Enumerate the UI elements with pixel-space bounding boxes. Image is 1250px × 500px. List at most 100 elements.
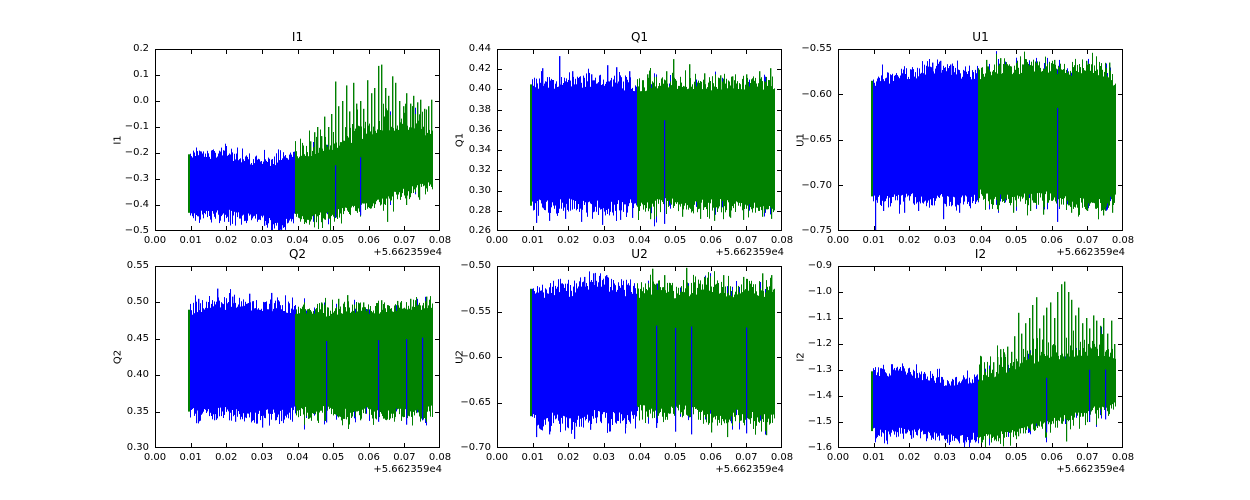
y-tick-label: 0.50 — [126, 296, 149, 308]
subplot-i2-canvas — [838, 266, 1123, 448]
x-tick-label: 0.04 — [969, 235, 992, 246]
x-tick-label: 0.03 — [592, 452, 616, 463]
x-tick-label: 0.02 — [898, 235, 921, 246]
subplot-q1-title: Q1 — [630, 30, 649, 44]
y-tick-label: −0.65 — [460, 396, 491, 408]
y-tick-label: −1.3 — [807, 364, 832, 375]
x-tick-label: 0.07 — [393, 452, 416, 463]
x-tick-label: 0.07 — [735, 235, 758, 246]
y-tick-label: 0.30 — [126, 442, 149, 453]
subplot-i2-ylabel: I2 — [795, 352, 807, 362]
subplot-i2: I2 I2 +5.662359e4 −0.9 −1.0 −1.1 −1.2 −1.3 −1… — [796, 248, 1135, 475]
subplot-u1-canvas — [838, 49, 1123, 231]
x-tick-label: 0.00 — [826, 235, 850, 246]
x-tick-label: 0.03 — [250, 452, 274, 463]
y-tick-label: −0.5 — [124, 225, 149, 236]
subplot-q2-ylabel: Q2 — [112, 349, 124, 365]
x-tick-label: 0.07 — [393, 235, 416, 246]
y-tick-label: −0.70 — [801, 179, 832, 191]
x-tick-label: 0.04 — [969, 452, 992, 463]
x-tick-label: 0.00 — [826, 452, 850, 463]
x-tick-label: 0.08 — [770, 235, 794, 246]
y-tick-label: 0.45 — [126, 332, 149, 344]
subplot-q2-title: Q2 — [288, 247, 307, 261]
y-tick-label: −0.75 — [801, 225, 832, 236]
x-tick-label: 0.08 — [428, 235, 452, 246]
x-tick-label: 0.05 — [1004, 235, 1028, 246]
x-tick-label: 0.02 — [215, 452, 238, 463]
subplot-q1-canvas — [497, 49, 782, 231]
subplot-q1-x-offset: +5.662359e4 — [715, 247, 784, 258]
x-tick-label: 0.07 — [1076, 235, 1099, 246]
x-tick-label: 0.08 — [1111, 235, 1135, 246]
y-tick-label: 0.40 — [468, 83, 491, 95]
y-tick-label: −0.55 — [460, 305, 491, 317]
y-tick-label: −0.70 — [460, 442, 491, 453]
subplot-i1-title: I1 — [291, 30, 304, 44]
y-tick-label: −0.65 — [801, 134, 832, 145]
x-tick-label: 0.01 — [862, 452, 885, 463]
y-tick-label: 0.28 — [468, 204, 491, 216]
subplot-q2: Q2 Q2 +5.662359e4 0.55 0.50 0.45 0.40 0.35 0.… — [113, 248, 452, 475]
x-tick-label: 0.04 — [628, 452, 651, 463]
x-tick-label: 0.01 — [521, 452, 544, 463]
subplot-i1-x-offset: +5.662359e4 — [373, 247, 442, 258]
y-tick-label: −0.4 — [124, 199, 149, 210]
y-tick-label: −0.2 — [124, 147, 149, 158]
subplot-u2-title: U2 — [631, 247, 648, 261]
subplot-u1: U1 U1 +5.662359e4 −0.55 −0.60 −0.65 −0.70 −0… — [796, 31, 1135, 258]
x-tick-label: 0.06 — [699, 235, 722, 246]
x-tick-label: 0.04 — [286, 235, 309, 246]
y-tick-label: −0.3 — [124, 173, 149, 184]
y-tick-label: 0.26 — [468, 225, 491, 236]
x-tick-label: 0.03 — [933, 235, 957, 246]
x-tick-label: 0.08 — [770, 452, 794, 463]
subplot-q1: Q1 Q1 +5.662359e4 0.44 0.42 0.40 0.38 0.36 0.… — [455, 31, 794, 258]
x-tick-label: 0.07 — [735, 452, 758, 463]
subplot-i1: I1 I1 +5.662359e4 0.2 0.1 0.0 −0.1 −0.2 −0.3 −… — [113, 31, 452, 258]
y-tick-label: 0.32 — [468, 164, 491, 176]
x-tick-label: 0.08 — [428, 452, 452, 463]
y-tick-label: 0.0 — [133, 95, 149, 106]
subplot-u1-x-offset: +5.662359e4 — [1056, 247, 1125, 258]
y-tick-label: 0.38 — [468, 103, 491, 115]
y-tick-label: 0.40 — [126, 369, 149, 381]
y-tick-label: 0.34 — [468, 144, 491, 156]
x-tick-label: 0.00 — [143, 452, 167, 463]
subplot-q1-ylabel: Q1 — [454, 132, 466, 148]
x-tick-label: 0.06 — [357, 235, 380, 246]
x-tick-label: 0.08 — [1111, 452, 1135, 463]
x-tick-label: 0.05 — [1004, 452, 1028, 463]
x-tick-label: 0.05 — [663, 235, 687, 246]
x-tick-label: 0.02 — [898, 452, 921, 463]
x-tick-label: 0.02 — [557, 235, 580, 246]
x-tick-label: 0.05 — [321, 235, 345, 246]
x-tick-label: 0.07 — [1076, 452, 1099, 463]
y-tick-label: 0.2 — [133, 43, 149, 54]
y-tick-label: −0.55 — [801, 43, 832, 54]
y-tick-label: 0.55 — [126, 260, 149, 271]
x-tick-label: 0.00 — [485, 235, 509, 246]
subplot-i1-canvas — [155, 49, 440, 231]
y-tick-label: −1.4 — [807, 390, 832, 401]
y-tick-label: 0.42 — [468, 63, 491, 75]
y-tick-label: −1.6 — [807, 442, 832, 453]
x-tick-label: 0.05 — [321, 452, 345, 463]
y-tick-label: 0.30 — [468, 184, 491, 196]
x-tick-label: 0.06 — [357, 452, 380, 463]
y-tick-label: 0.44 — [468, 43, 491, 54]
subplot-u1-title: U1 — [972, 30, 989, 44]
subplot-u2: U2 U2 +5.662359e4 −0.50 −0.55 −0.60 −0.65 −0… — [455, 248, 794, 475]
y-tick-label: −0.50 — [460, 260, 491, 271]
x-tick-label: 0.06 — [1040, 452, 1063, 463]
x-tick-label: 0.06 — [1040, 235, 1063, 246]
x-tick-label: 0.03 — [592, 235, 616, 246]
x-tick-label: 0.02 — [215, 235, 238, 246]
x-tick-label: 0.03 — [250, 235, 274, 246]
x-tick-label: 0.03 — [933, 452, 957, 463]
x-tick-label: 0.00 — [485, 452, 509, 463]
y-tick-label: −0.1 — [124, 121, 149, 132]
subplot-q2-x-offset: +5.662359e4 — [373, 464, 442, 475]
y-tick-label: 0.1 — [133, 69, 149, 80]
subplot-i2-x-offset: +5.662359e4 — [1056, 464, 1125, 475]
